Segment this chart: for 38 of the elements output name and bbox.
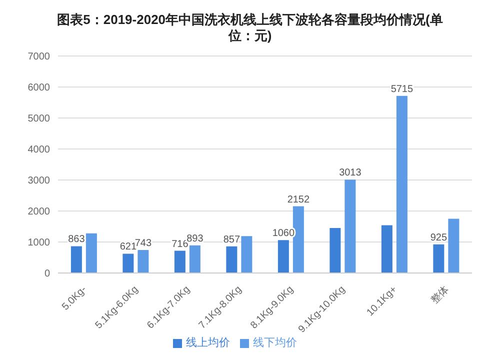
y-tick-label: 2000 xyxy=(28,206,50,218)
y-tick-label: 7000 xyxy=(28,52,50,63)
bar xyxy=(433,244,444,273)
data-label: 716 xyxy=(172,238,189,250)
bar xyxy=(381,225,392,273)
bar xyxy=(174,250,186,273)
bar xyxy=(278,240,289,273)
bar xyxy=(344,180,356,273)
data-label: 3013 xyxy=(339,168,362,179)
data-label: 743 xyxy=(134,238,152,249)
y-tick-label: 1000 xyxy=(28,238,50,249)
data-label: 621 xyxy=(120,242,137,253)
legend-label: 线上均价 xyxy=(186,337,230,349)
x-tick-label: 整体 xyxy=(428,283,452,306)
bar xyxy=(86,233,97,273)
bar xyxy=(396,96,408,273)
y-tick-label: 6000 xyxy=(28,82,50,94)
bar xyxy=(448,218,460,273)
bar xyxy=(241,236,252,273)
data-label: 925 xyxy=(430,232,448,244)
data-label: 2152 xyxy=(287,194,310,206)
bar xyxy=(138,250,149,273)
y-tick-label: 3000 xyxy=(28,176,50,187)
bar xyxy=(330,228,341,273)
data-label: 5715 xyxy=(390,84,414,95)
legend-label: 线下均价 xyxy=(253,337,297,349)
bar xyxy=(292,206,304,273)
y-tick-label: 0 xyxy=(44,268,50,280)
bar xyxy=(189,245,200,273)
y-tick-label: 4000 xyxy=(28,144,50,156)
bar xyxy=(70,246,82,273)
y-tick-label: 5000 xyxy=(28,114,50,125)
bar xyxy=(226,246,238,273)
data-label: 893 xyxy=(186,233,204,244)
data-label: 863 xyxy=(68,234,86,246)
bar xyxy=(122,254,134,273)
data-label: 857 xyxy=(223,234,240,246)
chart-title: 图表5：2019-2020年中国洗衣机线上线下波轮各容量段均价情况(单位：元) xyxy=(56,11,444,44)
